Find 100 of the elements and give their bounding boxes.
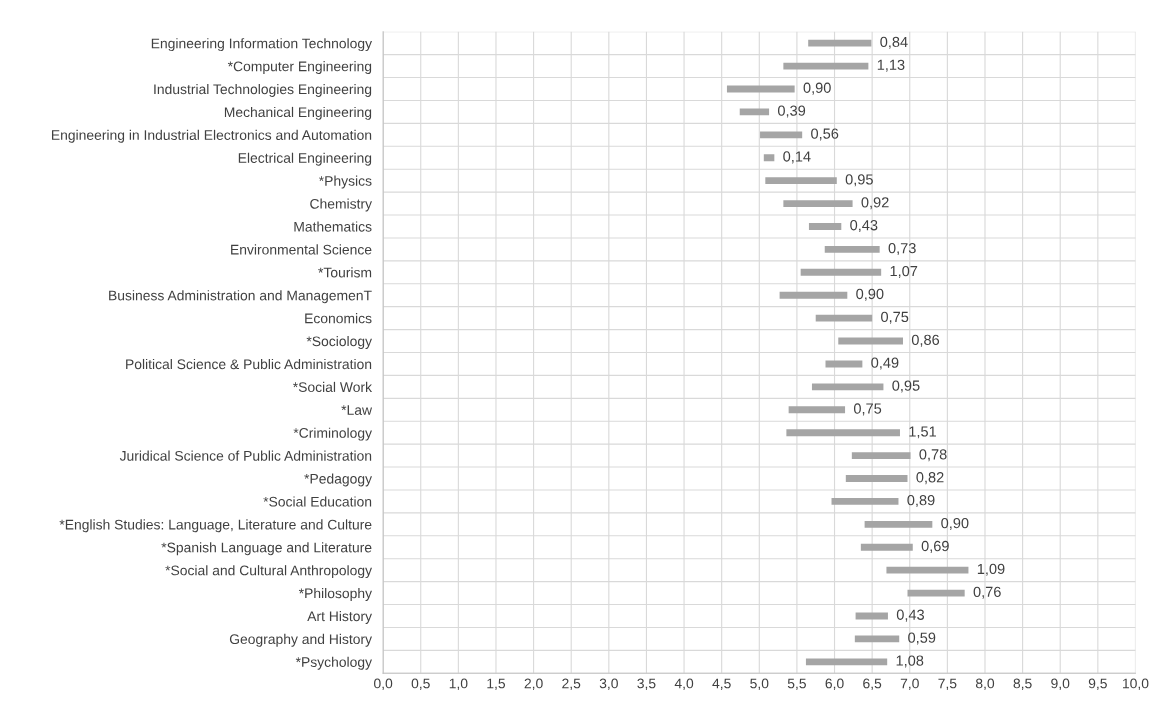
data-label: 0,84 xyxy=(880,36,908,49)
y-tick-label: *Psychology xyxy=(295,656,372,670)
bar xyxy=(779,291,848,299)
x-tick-label: 7,0 xyxy=(900,678,919,690)
x-tick-label: 8,5 xyxy=(1013,678,1032,690)
bar xyxy=(860,543,913,551)
y-tick-label: *Social Work xyxy=(292,381,373,393)
x-tick-label: 1,0 xyxy=(449,678,468,690)
data-label: 0,78 xyxy=(919,449,947,462)
data-label: 0,49 xyxy=(871,357,899,370)
y-tick-label: *Spanish Language and Literature xyxy=(161,542,372,556)
bar xyxy=(831,497,899,505)
bar xyxy=(808,223,842,230)
y-tick-label: Industrial Technologies Engineering xyxy=(154,83,372,97)
data-label: 0,43 xyxy=(850,220,878,233)
data-label: 0,82 xyxy=(916,472,944,485)
x-tick-label: 0,5 xyxy=(411,678,430,690)
bar xyxy=(786,429,900,437)
y-tick-label: Political Science & Public Administration xyxy=(126,358,372,370)
bar xyxy=(854,635,900,643)
bar xyxy=(739,108,770,116)
y-tick-label: Art History xyxy=(307,610,372,624)
data-label: 0,75 xyxy=(853,403,882,416)
bar xyxy=(907,589,965,597)
data-label: 0,90 xyxy=(941,517,969,530)
x-tick-label: 3,0 xyxy=(599,678,618,690)
bar xyxy=(763,154,775,162)
x-tick-label: 2,0 xyxy=(524,678,543,690)
x-tick-label: 2,5 xyxy=(562,678,581,690)
data-label: 0,89 xyxy=(907,495,935,508)
y-tick-label: *Computer Engineering xyxy=(227,61,372,75)
y-tick-label: Engineering Information Technology xyxy=(151,38,373,52)
x-tick-label: 0,0 xyxy=(374,678,393,690)
x-tick-label: 5,0 xyxy=(750,678,769,690)
y-tick-label: *Tourism xyxy=(318,267,372,278)
bar xyxy=(824,245,880,253)
data-label: 0,86 xyxy=(911,334,940,347)
bar xyxy=(805,658,888,666)
bar xyxy=(851,452,911,460)
data-label: 0,73 xyxy=(888,242,916,256)
y-tick-label: *Law xyxy=(341,405,373,415)
y-tick-label: *Social Education xyxy=(263,496,372,507)
data-label: 0,90 xyxy=(856,288,884,301)
data-label: 0,59 xyxy=(908,632,936,645)
x-tick-label: 1,5 xyxy=(487,678,506,690)
data-label: 0,95 xyxy=(845,174,873,187)
x-tick-label: 7,5 xyxy=(938,678,957,690)
x-tick-label: 4,5 xyxy=(712,678,731,690)
data-label: 0,76 xyxy=(973,586,1001,599)
y-tick-label: Juridical Science of Public Administration xyxy=(119,450,372,461)
y-tick-label: Economics xyxy=(305,313,372,324)
x-tick-label: 8,0 xyxy=(975,678,995,690)
data-label: 0,95 xyxy=(892,380,920,393)
bar xyxy=(800,268,882,276)
x-tick-label: 9,5 xyxy=(1088,678,1107,690)
data-label: 0,39 xyxy=(777,105,806,118)
y-tick-label: Mechanical Engineering xyxy=(224,106,372,120)
bar xyxy=(783,62,869,70)
y-tick-label: Engineering in Industrial Electronics and Automation xyxy=(52,129,372,143)
data-label: 1,51 xyxy=(909,426,936,439)
data-label: 0,14 xyxy=(783,151,811,164)
bar xyxy=(864,520,933,528)
x-tick-label: 5,5 xyxy=(787,678,806,690)
y-tick-label: Mathematics xyxy=(294,221,372,232)
data-label: 0,90 xyxy=(803,82,831,95)
data-label: 1,07 xyxy=(890,265,918,278)
data-label: 0,56 xyxy=(811,128,839,141)
data-label: 0,92 xyxy=(861,197,889,210)
y-tick-label: *Criminology xyxy=(293,427,372,441)
y-tick-label: Geography and History xyxy=(229,633,372,647)
data-label: 0,69 xyxy=(921,540,949,553)
y-tick-label: Environmental Science xyxy=(231,244,372,255)
bar xyxy=(760,131,803,139)
bar xyxy=(788,406,846,414)
bar xyxy=(845,475,908,482)
x-tick-label: 4,0 xyxy=(674,678,694,690)
bar xyxy=(783,200,853,208)
y-tick-label: *Pedagogy xyxy=(304,473,372,487)
y-tick-label: Electrical Engineering xyxy=(238,152,372,166)
x-tick-label: 3,5 xyxy=(637,678,656,690)
data-label: 1,08 xyxy=(896,655,924,668)
bar xyxy=(886,566,969,574)
bar xyxy=(811,383,884,391)
y-tick-label: *Physics xyxy=(318,175,372,189)
y-tick-label: *English Studies: Language, Literature and Culture xyxy=(59,519,372,533)
y-tick-label: *Social and Cultural Anthropology xyxy=(165,565,372,579)
x-tick-label: 6,5 xyxy=(863,678,882,690)
y-tick-label: Business Administration and ManagemenT xyxy=(109,290,372,304)
x-tick-label: 10,0 xyxy=(1123,678,1149,690)
data-label: 1,13 xyxy=(877,59,905,72)
bar xyxy=(765,177,837,185)
bar xyxy=(808,39,872,47)
x-tick-label: 9,0 xyxy=(1051,678,1070,690)
x-tick-label: 6,0 xyxy=(825,678,844,690)
y-tick-label: *Philosophy xyxy=(298,588,372,601)
data-label: 0,43 xyxy=(896,609,925,622)
data-label: 0,75 xyxy=(881,311,909,324)
y-tick-label: *Sociology xyxy=(306,336,372,349)
data-label: 1,09 xyxy=(977,563,1005,576)
bar xyxy=(815,314,873,322)
